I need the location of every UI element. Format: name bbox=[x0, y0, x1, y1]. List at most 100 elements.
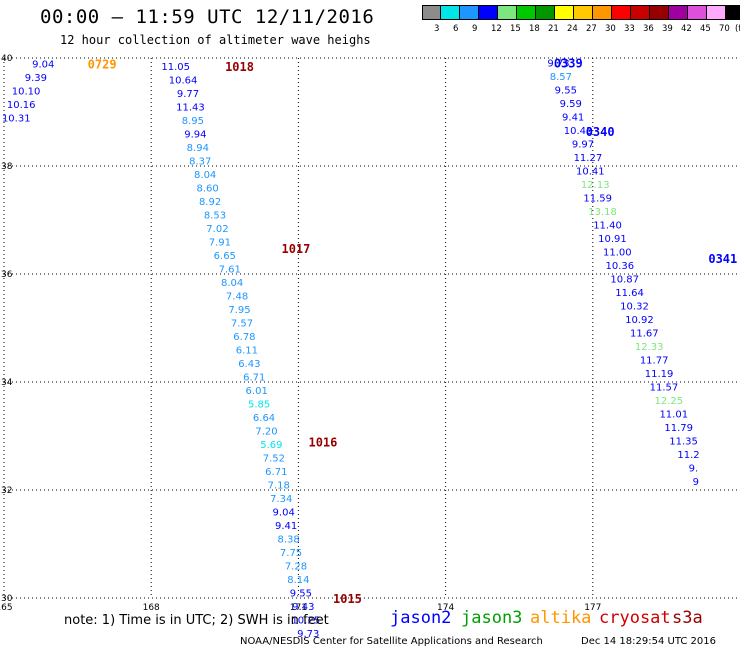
footer-timestamp: Dec 14 18:29:54 UTC 2016 bbox=[581, 636, 716, 647]
data-label-jason2: 9. bbox=[689, 463, 699, 474]
data-label-s3a: 7.18 bbox=[268, 481, 290, 492]
data-label-jason2: 11.59 bbox=[583, 193, 612, 204]
data-label-s3a: 11.05 bbox=[161, 62, 190, 73]
time-mark: 1016 bbox=[308, 435, 337, 449]
data-label-s3a: 8.37 bbox=[189, 157, 211, 168]
y-tick-label: 40 bbox=[1, 54, 13, 64]
data-label-jason2: 12.25 bbox=[655, 396, 684, 407]
data-label-jason2: 10.43 bbox=[564, 126, 593, 137]
data-label-jason2: 11.77 bbox=[640, 355, 669, 366]
data-label-jason2: 8.57 bbox=[550, 72, 572, 83]
data-label-s3a: 8.38 bbox=[277, 535, 299, 546]
time-mark: 1018 bbox=[225, 60, 254, 74]
data-label-s3a: 9.43 bbox=[292, 602, 314, 613]
data-label-altika: 10.31 bbox=[2, 113, 31, 124]
data-label-s3a: 7.28 bbox=[285, 562, 307, 573]
time-mark: 0729 bbox=[88, 57, 117, 71]
data-label-s3a: 5.85 bbox=[248, 400, 270, 411]
data-label-jason2: 11.01 bbox=[659, 409, 688, 420]
data-label-s3a: 8.94 bbox=[187, 143, 209, 154]
x-tick-label: 177 bbox=[584, 603, 601, 613]
data-label-jason2: 12.33 bbox=[635, 342, 664, 353]
data-label-s3a: 6.78 bbox=[233, 332, 255, 343]
data-label-jason2: 10.87 bbox=[610, 274, 639, 285]
data-label-jason2: 11.57 bbox=[650, 382, 679, 393]
x-tick-label: 174 bbox=[437, 603, 454, 613]
scale-label: 6 bbox=[453, 24, 459, 34]
data-label-s3a: 6.64 bbox=[253, 413, 275, 424]
y-tick-label: 38 bbox=[1, 162, 13, 172]
satellite-label-cryosat: cryosat bbox=[599, 608, 671, 628]
satellite-label-altika: altika bbox=[530, 608, 592, 628]
data-label-s3a: 10.64 bbox=[169, 76, 198, 87]
data-label-s3a: 8.04 bbox=[194, 170, 216, 181]
scale-label: 39 bbox=[662, 24, 673, 34]
data-label-s3a: 6.71 bbox=[243, 373, 265, 384]
data-label-jason2: 10.36 bbox=[605, 261, 634, 272]
scale-swatch bbox=[726, 5, 740, 20]
scale-swatch bbox=[555, 5, 574, 20]
data-label-altika: 10.10 bbox=[12, 86, 41, 97]
data-label-s3a: 8.95 bbox=[182, 116, 204, 127]
x-tick-label: 171 bbox=[290, 603, 307, 613]
data-label-jason2: 10.92 bbox=[625, 315, 654, 326]
scale-swatch bbox=[669, 5, 688, 20]
data-label-s3a: 9.73 bbox=[297, 629, 319, 640]
scale-swatch bbox=[422, 5, 441, 20]
data-label-s3a: 6.71 bbox=[265, 467, 287, 478]
data-label-jason2: 11.19 bbox=[645, 369, 674, 380]
data-label-jason2: 11.27 bbox=[574, 153, 603, 164]
scale-label: 70 bbox=[719, 24, 730, 34]
data-label-s3a: 7.20 bbox=[255, 427, 277, 438]
scale-label: 30 bbox=[605, 24, 616, 34]
data-label-jason2: 11.64 bbox=[615, 288, 644, 299]
data-label-jason2: 9.41 bbox=[562, 112, 584, 123]
y-tick-label: 36 bbox=[1, 270, 13, 280]
scale-frame bbox=[422, 5, 740, 20]
data-label-jason2: 13.18 bbox=[588, 207, 617, 218]
time-mark: 1015 bbox=[333, 592, 362, 606]
x-tick-label: 168 bbox=[143, 603, 160, 613]
data-label-s3a: 9.77 bbox=[177, 89, 199, 100]
scale-label: 42 bbox=[681, 24, 692, 34]
chart-title: 00:00 — 11:59 UTC 12/11/2016 bbox=[40, 6, 375, 28]
data-label-jason2: 11.35 bbox=[669, 436, 698, 447]
scale-swatch bbox=[460, 5, 479, 20]
scale-swatch bbox=[593, 5, 612, 20]
data-label-s3a: 7.61 bbox=[219, 265, 241, 276]
data-label-s3a: 7.02 bbox=[206, 224, 228, 235]
scale-swatch bbox=[650, 5, 669, 20]
scale-label: 12 bbox=[491, 24, 502, 34]
data-label-jason2: 9 bbox=[693, 477, 699, 488]
data-label-jason2: 11.40 bbox=[593, 220, 622, 231]
data-label-s3a: 6.43 bbox=[238, 359, 260, 370]
data-label-s3a: 9.04 bbox=[273, 508, 295, 519]
data-label-s3a: 5.69 bbox=[260, 440, 282, 451]
satellite-label-jason2: jason2 bbox=[390, 608, 452, 628]
y-tick-label: 30 bbox=[1, 594, 13, 604]
data-label-s3a: 8.53 bbox=[204, 211, 226, 222]
scale-label: 24 bbox=[567, 24, 578, 34]
data-label-s3a: 7.52 bbox=[263, 454, 285, 465]
satellite-label-jason3: jason3 bbox=[461, 608, 523, 628]
y-tick-label: 32 bbox=[1, 486, 12, 496]
scale-swatch bbox=[688, 5, 707, 20]
chart-subtitle: 12 hour collection of altimeter wave hei… bbox=[60, 33, 371, 47]
scale-label: 3 bbox=[434, 24, 440, 34]
time-mark: 0341 bbox=[708, 252, 737, 266]
data-label-s3a: 11.43 bbox=[176, 103, 205, 114]
scale-swatch bbox=[612, 5, 631, 20]
scale-swatch bbox=[707, 5, 726, 20]
data-label-s3a: 9.94 bbox=[184, 130, 206, 141]
scale-label: 45 bbox=[700, 24, 711, 34]
scale-swatch bbox=[517, 5, 536, 20]
data-label-s3a: 8.60 bbox=[196, 184, 218, 195]
data-label-jason2: 9.73 bbox=[547, 58, 569, 69]
data-label-s3a: 7.57 bbox=[231, 319, 253, 330]
data-label-s3a: 6.65 bbox=[214, 251, 236, 262]
data-label-jason2: 11.2 bbox=[677, 450, 699, 461]
data-label-s3a: 7.91 bbox=[209, 238, 231, 249]
data-label-s3a: 8.92 bbox=[199, 197, 221, 208]
data-label-altika: 9.04 bbox=[32, 59, 54, 70]
